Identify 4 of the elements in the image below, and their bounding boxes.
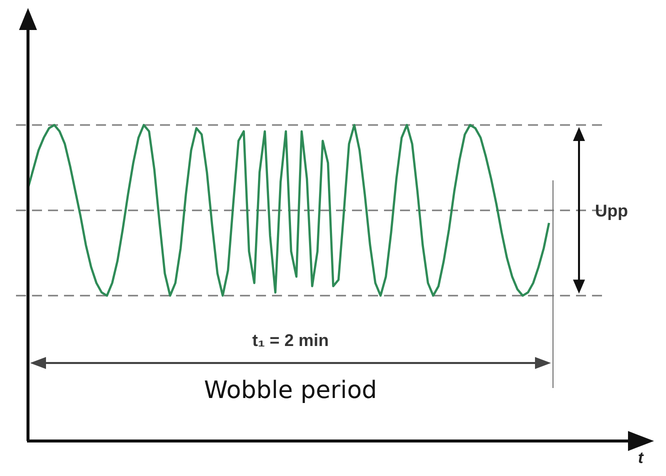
text: t bbox=[638, 450, 644, 467]
text: Upp bbox=[595, 201, 628, 220]
annotation: t₁ = 2 min bbox=[252, 331, 329, 350]
annotation: Wobble period bbox=[204, 376, 377, 404]
